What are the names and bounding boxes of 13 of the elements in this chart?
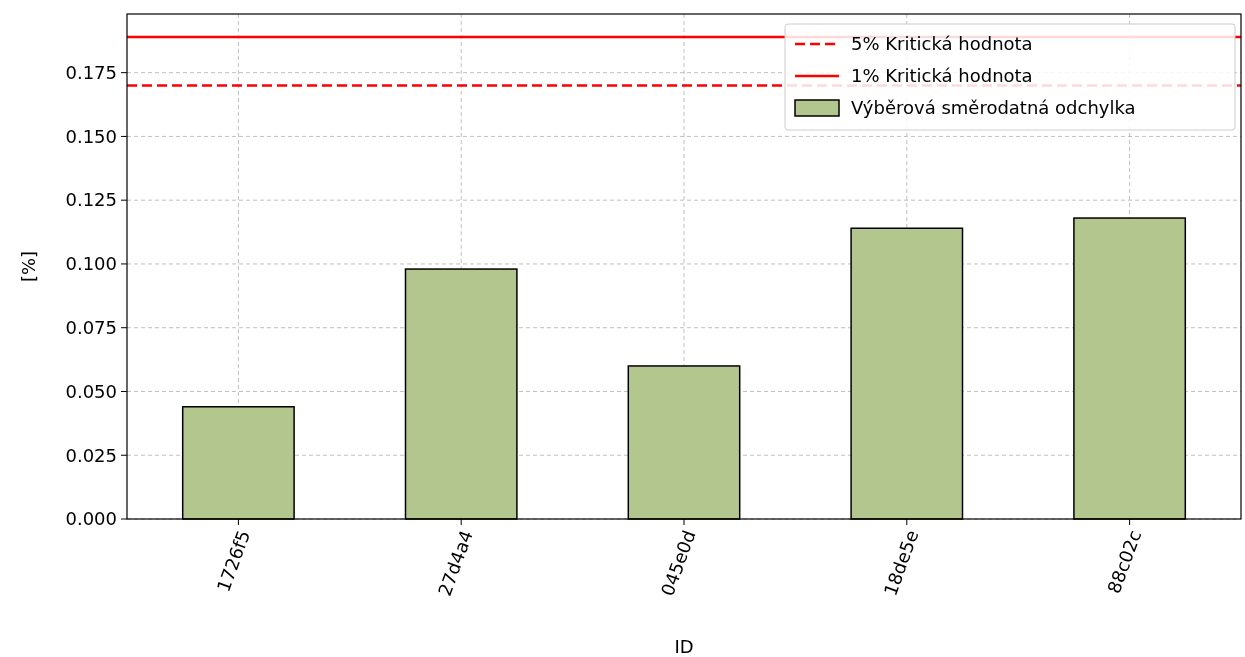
y-tick-label: 0.025 <box>65 444 117 466</box>
y-tick-label: 0.050 <box>65 380 117 402</box>
y-tick-label: 0.125 <box>65 189 117 211</box>
y-tick-label: 0.000 <box>65 508 117 530</box>
legend-label: 1% Kritická hodnota <box>851 65 1033 87</box>
y-axis-title: [%] <box>18 250 39 283</box>
x-axis-title: ID <box>674 636 694 657</box>
legend-label: 5% Kritická hodnota <box>851 33 1033 55</box>
y-tick-label: 0.075 <box>65 317 117 339</box>
y-tick-label: 0.100 <box>65 253 117 275</box>
y-tick-label: 0.175 <box>65 61 117 83</box>
legend-label: Výběrová směrodatná odchylka <box>851 97 1136 119</box>
y-tick-label: 0.150 <box>65 125 117 147</box>
